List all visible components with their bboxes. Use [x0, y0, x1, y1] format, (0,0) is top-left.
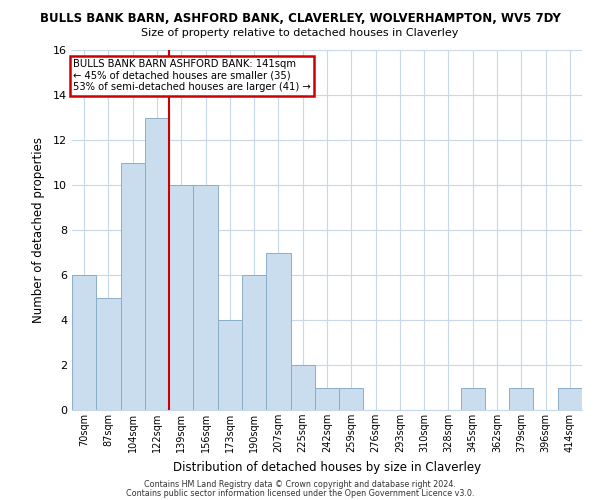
Bar: [315, 388, 339, 410]
Bar: [266, 252, 290, 410]
Bar: [290, 365, 315, 410]
Text: Contains HM Land Registry data © Crown copyright and database right 2024.: Contains HM Land Registry data © Crown c…: [144, 480, 456, 489]
Bar: [121, 162, 145, 410]
Bar: [242, 275, 266, 410]
X-axis label: Distribution of detached houses by size in Claverley: Distribution of detached houses by size …: [173, 460, 481, 473]
Bar: [96, 298, 121, 410]
Text: Size of property relative to detached houses in Claverley: Size of property relative to detached ho…: [142, 28, 458, 38]
Bar: [509, 388, 533, 410]
Y-axis label: Number of detached properties: Number of detached properties: [32, 137, 44, 323]
Bar: [72, 275, 96, 410]
Text: Contains public sector information licensed under the Open Government Licence v3: Contains public sector information licen…: [126, 488, 474, 498]
Bar: [145, 118, 169, 410]
Bar: [461, 388, 485, 410]
Bar: [558, 388, 582, 410]
Text: BULLS BANK BARN, ASHFORD BANK, CLAVERLEY, WOLVERHAMPTON, WV5 7DY: BULLS BANK BARN, ASHFORD BANK, CLAVERLEY…: [40, 12, 560, 26]
Text: BULLS BANK BARN ASHFORD BANK: 141sqm
← 45% of detached houses are smaller (35)
5: BULLS BANK BARN ASHFORD BANK: 141sqm ← 4…: [73, 59, 311, 92]
Bar: [339, 388, 364, 410]
Bar: [169, 185, 193, 410]
Bar: [193, 185, 218, 410]
Bar: [218, 320, 242, 410]
